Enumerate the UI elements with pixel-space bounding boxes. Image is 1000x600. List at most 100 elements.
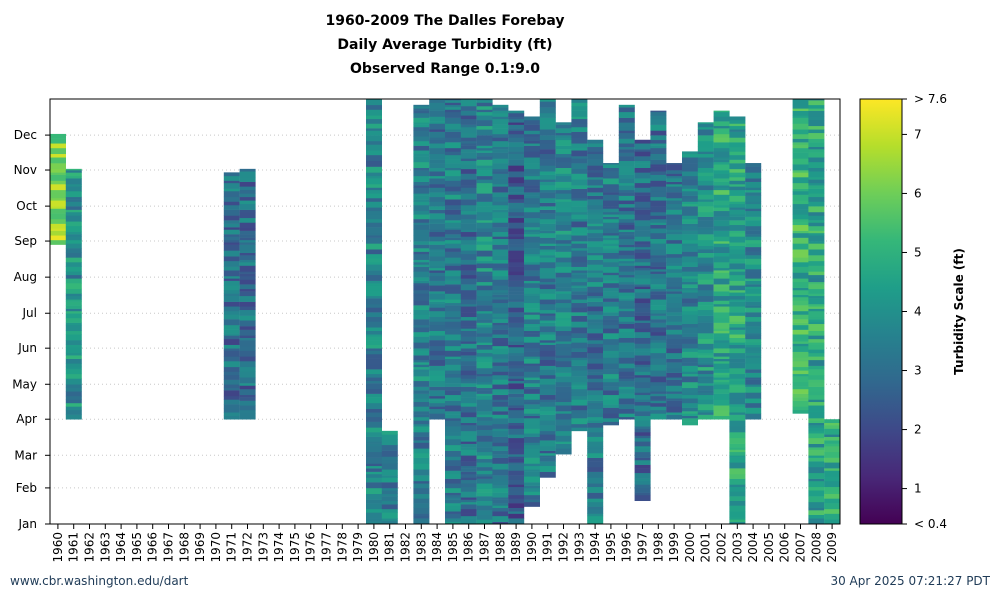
cell <box>366 235 382 238</box>
cell <box>508 360 525 366</box>
cell <box>824 468 841 471</box>
cell <box>413 282 430 286</box>
cell <box>634 151 651 157</box>
cell <box>697 284 714 291</box>
cell <box>555 215 572 222</box>
cell <box>618 152 635 157</box>
cell <box>413 253 430 260</box>
cell <box>413 376 430 382</box>
cell <box>476 381 493 385</box>
cell <box>239 259 256 263</box>
cell <box>650 398 667 401</box>
cell <box>555 262 572 267</box>
cell <box>634 420 651 427</box>
cell <box>634 480 651 485</box>
cell <box>539 251 556 256</box>
cell <box>618 367 635 372</box>
cell <box>460 486 477 492</box>
cell <box>445 284 461 287</box>
footer-source-url[interactable]: www.cbr.washington.edu/dart <box>10 574 189 588</box>
cell <box>808 365 825 370</box>
x-tick-label-2007: 2007 <box>794 532 808 563</box>
cell <box>808 171 825 178</box>
cell <box>366 350 382 355</box>
cell <box>587 372 604 376</box>
cell <box>460 124 477 128</box>
cell <box>603 272 619 276</box>
cell <box>713 173 730 179</box>
cell <box>587 259 604 265</box>
year-column-1960 <box>50 133 66 245</box>
cell <box>808 167 825 172</box>
cell <box>65 399 82 404</box>
cell <box>492 515 509 522</box>
cell <box>697 216 714 221</box>
cell <box>524 192 540 196</box>
cell <box>587 369 604 373</box>
cell <box>587 179 604 186</box>
y-tick-label-mar: Mar <box>14 448 37 462</box>
cell <box>697 252 714 258</box>
cell <box>587 513 604 517</box>
cell <box>539 99 556 102</box>
cell <box>539 350 556 357</box>
cell <box>666 377 683 380</box>
cell <box>476 429 493 436</box>
cell <box>697 273 714 280</box>
cell <box>524 487 540 492</box>
cell <box>492 116 509 120</box>
cell <box>555 221 572 226</box>
cell <box>666 307 683 313</box>
cell <box>492 204 509 210</box>
cell <box>571 299 588 304</box>
cell <box>476 147 493 151</box>
cell <box>587 352 604 359</box>
cell <box>508 437 525 443</box>
cell <box>366 408 382 413</box>
cell <box>65 184 82 187</box>
cell <box>429 406 446 410</box>
cell <box>713 333 730 337</box>
x-tick-label-1983: 1983 <box>414 532 428 563</box>
cell <box>429 196 446 202</box>
cell <box>508 355 525 362</box>
cell <box>460 223 477 230</box>
cell <box>745 203 762 209</box>
cell <box>571 272 588 276</box>
cell <box>524 363 540 366</box>
cell <box>223 384 240 389</box>
cell <box>618 234 635 237</box>
footer-timestamp: 30 Apr 2025 07:21:27 PDT <box>830 574 990 588</box>
cell <box>524 393 540 400</box>
cell <box>366 140 382 145</box>
cell <box>476 393 493 397</box>
cell <box>366 150 382 156</box>
cell <box>697 299 714 302</box>
cell <box>476 100 493 103</box>
cell <box>587 328 604 334</box>
cell <box>460 328 477 332</box>
cell <box>824 491 841 495</box>
cell <box>713 220 730 227</box>
cell <box>413 493 430 499</box>
cell <box>697 364 714 368</box>
cell <box>792 224 809 231</box>
cell <box>445 278 461 281</box>
cell <box>729 299 746 302</box>
cell <box>713 306 730 313</box>
cell <box>429 221 446 224</box>
cell <box>587 139 604 144</box>
cell <box>792 194 809 201</box>
cell <box>239 397 256 401</box>
cell <box>682 411 698 414</box>
cell <box>555 398 572 403</box>
cell <box>682 151 698 155</box>
cell <box>429 321 446 326</box>
cell <box>571 307 588 313</box>
cell <box>729 125 746 130</box>
cell <box>476 273 493 277</box>
cell <box>539 406 556 412</box>
cell <box>508 494 525 499</box>
cell <box>650 255 667 258</box>
cell <box>618 363 635 369</box>
